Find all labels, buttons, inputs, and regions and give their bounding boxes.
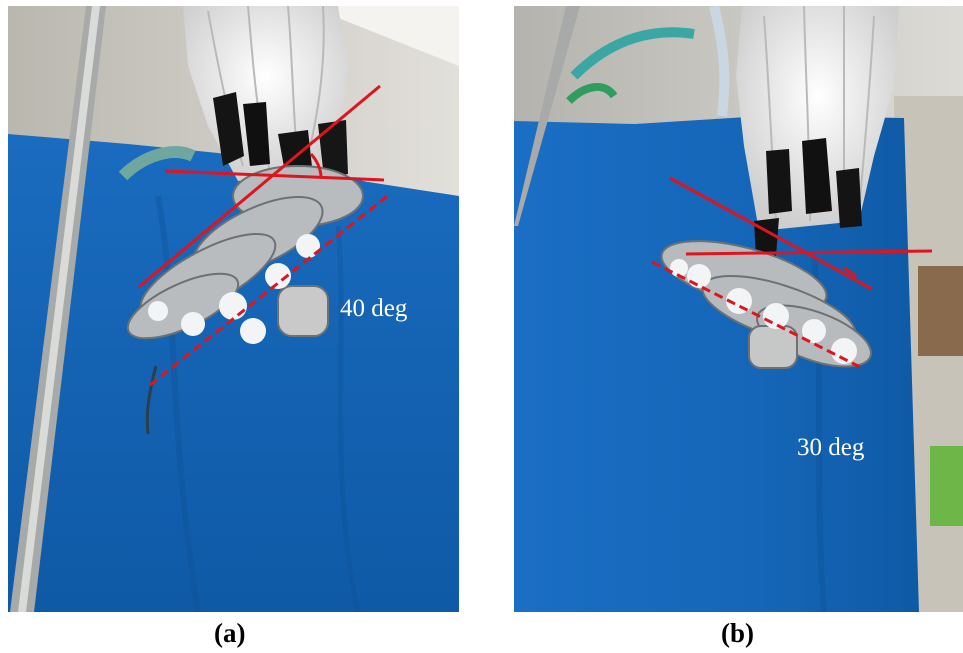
caption-a: (a) [214, 618, 246, 648]
caption-b: (b) [721, 618, 754, 648]
metal-pole [514, 6, 580, 226]
angle-annotation-lines [138, 84, 391, 387]
blue-cloth [8, 134, 459, 612]
robot-fingers [126, 165, 364, 340]
blue-cloth [514, 116, 919, 612]
photo-panel-b: 30 deg [514, 6, 963, 612]
angle-label-b: 30 deg [797, 434, 865, 461]
photo-panel-a: 40 deg [8, 6, 459, 612]
black-connector [766, 149, 792, 214]
black-connector [213, 92, 244, 166]
angle-label-a: 40 deg [340, 295, 408, 322]
photo-b-scene [514, 6, 963, 612]
angle-annotation-lines [651, 176, 933, 370]
photo-a-scene [8, 6, 459, 612]
